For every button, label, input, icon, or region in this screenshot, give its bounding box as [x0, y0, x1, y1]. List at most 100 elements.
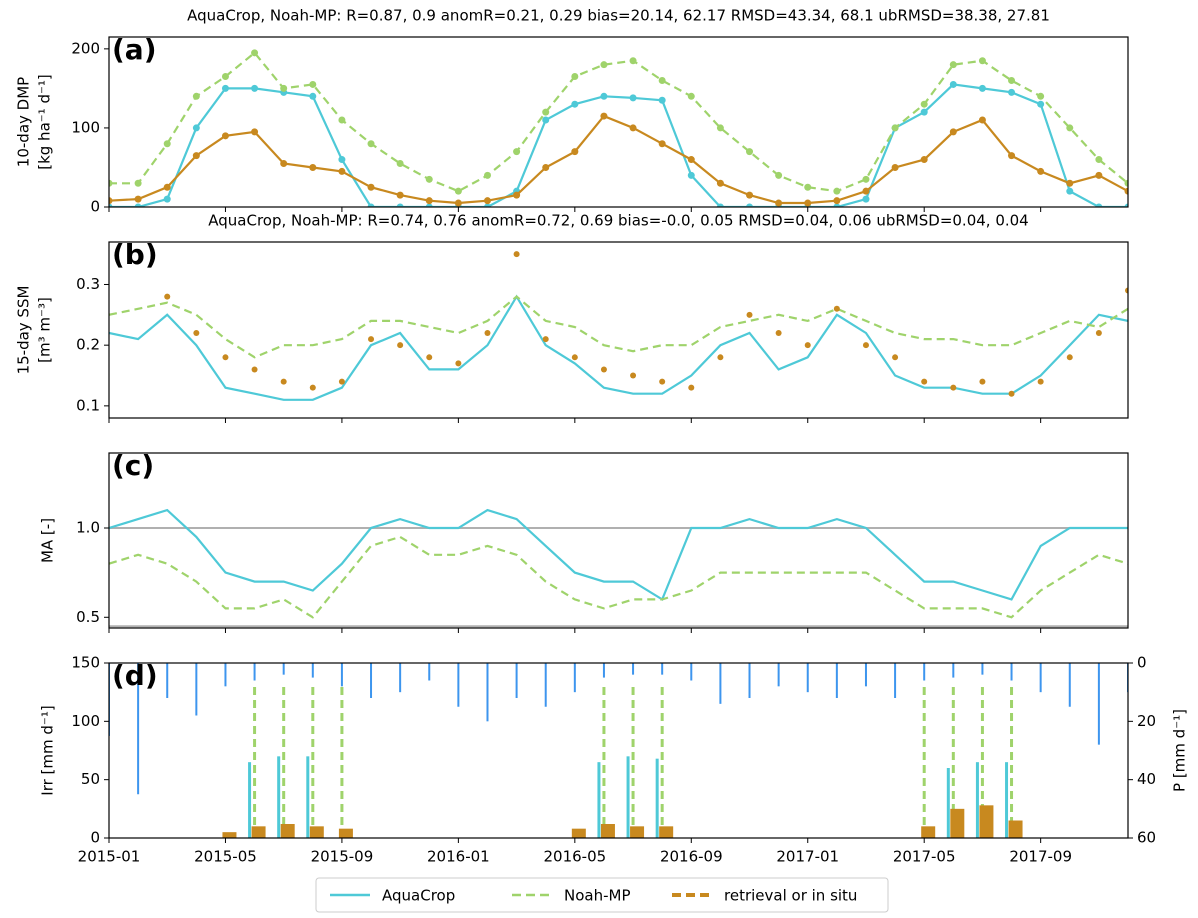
marker — [163, 183, 171, 191]
plot-area — [109, 49, 1128, 207]
marker — [658, 76, 666, 84]
bar — [1068, 663, 1071, 707]
series-line — [109, 535, 1128, 619]
bar — [137, 663, 140, 795]
marker — [804, 183, 812, 191]
marker — [687, 156, 695, 164]
data-point — [833, 305, 840, 312]
marker — [513, 191, 521, 199]
marker — [629, 94, 637, 102]
y2-tick-label: 0 — [1137, 654, 1147, 672]
bar — [248, 762, 252, 838]
panel-title: AquaCrop, Noah-MP: R=0.87, 0.9 anomR=0.2… — [187, 7, 1050, 25]
bar — [457, 663, 460, 707]
marker — [949, 128, 957, 136]
bar — [719, 663, 722, 704]
marker — [862, 175, 870, 183]
marker — [978, 57, 986, 65]
marker — [251, 49, 259, 57]
marker — [396, 160, 404, 168]
marker — [949, 61, 957, 69]
marker — [658, 140, 666, 148]
marker — [483, 197, 491, 205]
bar — [486, 663, 489, 722]
bar — [894, 663, 897, 698]
marker — [1124, 203, 1128, 207]
panel-title: AquaCrop, Noah-MP: R=0.74, 0.76 anomR=0.… — [208, 212, 1028, 230]
y2-tick-label: 20 — [1137, 712, 1156, 730]
y-axis-label: [kg ha⁻¹ d⁻¹] — [36, 74, 54, 170]
series-line — [109, 83, 1128, 207]
marker — [192, 124, 200, 132]
data-point — [426, 354, 433, 361]
marker — [425, 197, 433, 205]
marker — [338, 156, 346, 164]
panel-label: (b) — [112, 238, 158, 271]
bar — [923, 663, 926, 681]
data-point — [950, 384, 957, 391]
marker — [338, 167, 346, 175]
data-point — [368, 336, 375, 343]
marker — [775, 199, 783, 207]
bar — [979, 805, 994, 838]
bar — [280, 824, 295, 838]
bar — [946, 768, 950, 838]
marker — [1066, 179, 1074, 187]
marker — [513, 148, 521, 156]
marker — [396, 203, 404, 207]
axes-frame — [108, 36, 1129, 208]
y-axis-label: [m³ m⁻³] — [36, 297, 54, 363]
bar — [571, 828, 586, 838]
marker — [775, 171, 783, 179]
x-tick-label: 2015-05 — [194, 848, 257, 866]
axes-frame — [108, 452, 1129, 629]
y-tick-label: 0.2 — [76, 336, 100, 354]
marker — [367, 140, 375, 148]
marker — [600, 92, 608, 100]
marker — [221, 73, 229, 81]
bar — [632, 663, 635, 675]
bar — [573, 663, 576, 693]
axes-frame — [108, 241, 1129, 419]
y2-tick-label: 40 — [1137, 770, 1156, 788]
marker — [109, 197, 113, 205]
bar — [399, 663, 402, 693]
data-point — [571, 354, 578, 361]
legend-label: Noah-MP — [564, 887, 631, 905]
marker — [163, 140, 171, 148]
marker — [1008, 88, 1016, 96]
bar — [515, 663, 518, 698]
marker — [891, 163, 899, 171]
plot-area — [109, 508, 1128, 619]
marker — [1008, 76, 1016, 84]
bar — [1008, 820, 1023, 838]
marker — [338, 116, 346, 124]
marker — [1008, 152, 1016, 160]
data-point — [921, 378, 928, 385]
bar — [630, 826, 645, 838]
bar — [306, 756, 310, 838]
series-line — [109, 295, 1128, 359]
marker — [309, 80, 317, 88]
marker — [571, 100, 579, 108]
x-tick-label: 2015-09 — [311, 848, 374, 866]
x-tick-label: 2016-01 — [427, 848, 490, 866]
bar — [981, 663, 984, 675]
marker — [134, 195, 142, 203]
marker — [1095, 171, 1103, 179]
y-axis-label: 10-day DMP — [15, 77, 33, 167]
y-axis-label: MA [-] — [39, 518, 57, 563]
panel-label: (d) — [112, 659, 158, 692]
y-tick-label: 0 — [90, 198, 100, 216]
bar — [166, 663, 169, 698]
y-tick-label: 150 — [71, 654, 100, 672]
y-tick-label: 100 — [71, 712, 100, 730]
bar — [921, 826, 936, 838]
bar — [277, 756, 281, 838]
marker — [833, 203, 841, 207]
bar — [835, 663, 838, 698]
data-point — [630, 372, 637, 379]
data-point — [688, 384, 695, 391]
bar — [864, 663, 867, 687]
